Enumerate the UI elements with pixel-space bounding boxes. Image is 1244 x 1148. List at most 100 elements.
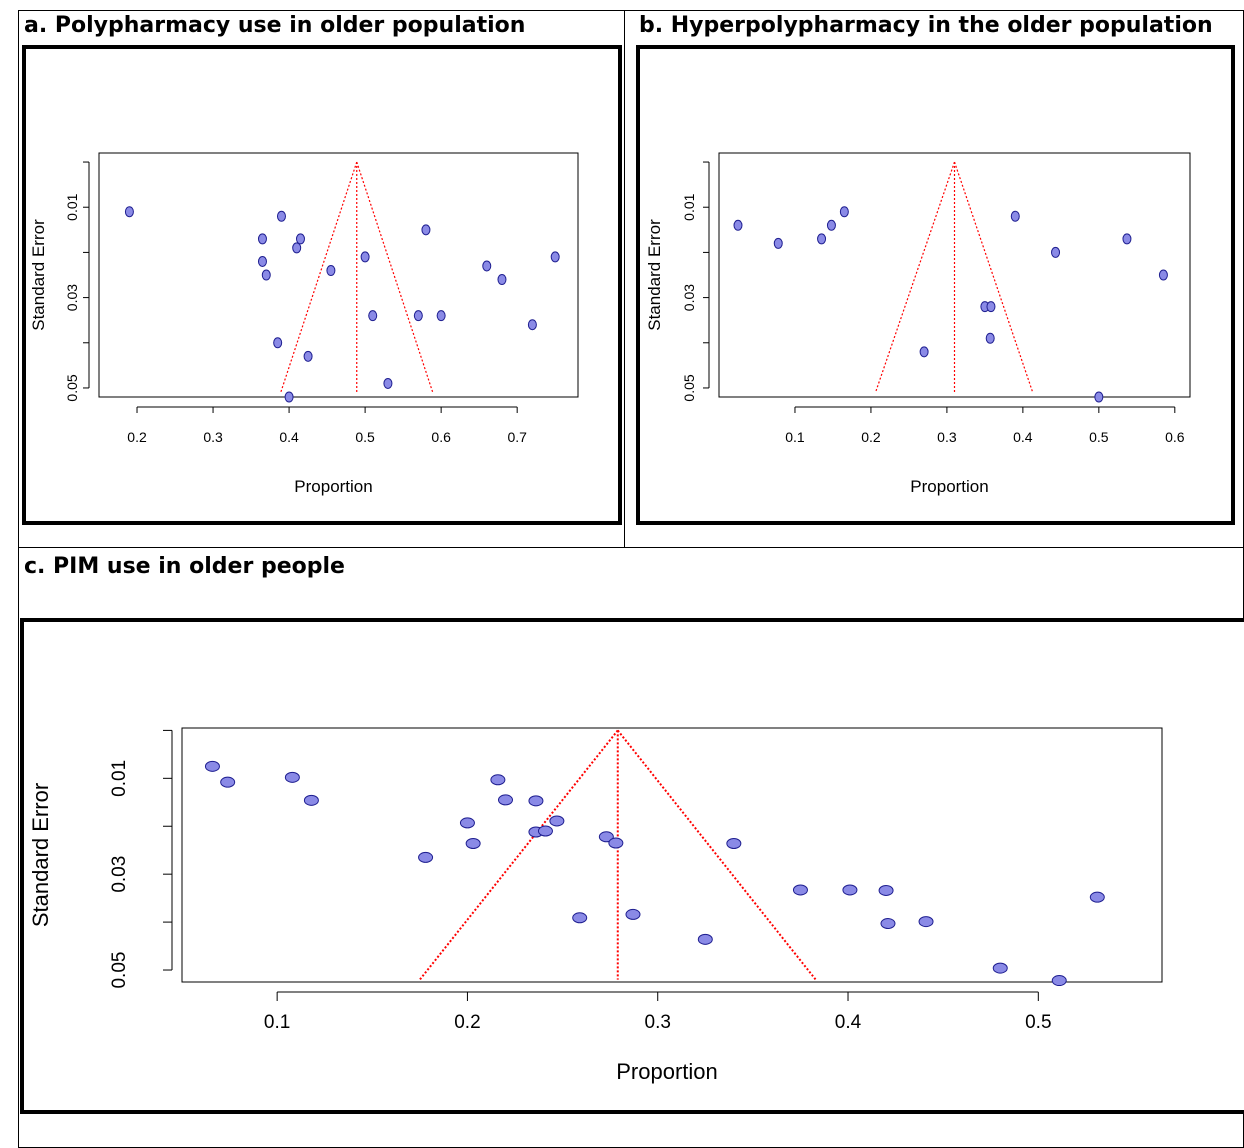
study-point: [527, 319, 537, 331]
study-point: [284, 771, 300, 783]
y-axis-title: Standard Error: [29, 219, 48, 331]
study-point: [1010, 210, 1020, 222]
study-point: [497, 794, 513, 806]
plot-area: [718, 152, 1191, 398]
study-point: [295, 233, 305, 245]
study-point: [303, 794, 319, 806]
funnel-left-line: [419, 729, 619, 981]
study-point: [284, 391, 294, 403]
study-point: [482, 260, 492, 272]
x-tick-label: 0.5: [1025, 1012, 1051, 1033]
x-tick-label: 0.3: [203, 429, 223, 445]
study-point: [276, 210, 286, 222]
x-tick-label: 0.6: [1165, 429, 1185, 445]
y-axis-title: Standard Error: [28, 783, 53, 927]
x-tick-label: 0.1: [264, 1012, 290, 1033]
y-tick-label: 0.03: [681, 284, 697, 311]
study-point: [550, 251, 560, 263]
study-point: [880, 918, 896, 930]
x-axis-title: Proportion: [294, 477, 372, 496]
panel-b-heading: b. Hyperpolypharmacy in the older popula…: [639, 13, 1213, 38]
x-tick-label: 0.2: [454, 1012, 480, 1033]
study-point: [773, 237, 783, 249]
study-point: [1051, 246, 1061, 258]
study-point: [1122, 233, 1132, 245]
study-point: [1089, 891, 1105, 903]
study-point: [919, 346, 929, 358]
study-point: [383, 377, 393, 389]
panel-a-frame: [22, 45, 622, 525]
y-tick-label: 0.05: [109, 952, 130, 989]
plot-area: [181, 727, 1163, 983]
funnel-right-line: [616, 729, 817, 981]
study-point: [124, 206, 134, 218]
x-tick-label: 0.2: [861, 429, 881, 445]
y-axis-title: Standard Error: [645, 219, 664, 331]
study-point: [303, 350, 313, 362]
study-point: [1094, 391, 1104, 403]
study-point: [625, 908, 641, 920]
x-tick-label: 0.5: [355, 429, 375, 445]
study-point: [992, 962, 1008, 974]
x-tick-label: 0.3: [645, 1012, 671, 1033]
study-point: [490, 774, 506, 786]
y-tick-label: 0.01: [109, 760, 130, 797]
funnel-right-line: [356, 161, 434, 393]
study-point: [257, 233, 267, 245]
study-point: [572, 912, 588, 924]
y-tick-label: 0.01: [681, 193, 697, 220]
study-point: [418, 851, 434, 863]
y-tick-label: 0.01: [64, 193, 80, 220]
study-point: [368, 310, 378, 322]
study-point: [459, 817, 475, 829]
y-tick-label: 0.03: [64, 284, 80, 311]
study-point: [839, 206, 849, 218]
study-point: [436, 310, 446, 322]
study-point: [273, 337, 283, 349]
panel-c-frame: [20, 618, 1244, 1114]
study-point: [220, 776, 236, 788]
y-tick-label: 0.05: [681, 374, 697, 401]
study-point: [261, 269, 271, 281]
funnel-right-line: [953, 161, 1034, 393]
panel-a-heading: a. Polypharmacy use in older population: [24, 13, 526, 38]
study-point: [497, 274, 507, 286]
study-point: [986, 301, 996, 313]
x-axis-title: Proportion: [910, 477, 988, 496]
study-point: [1051, 975, 1067, 987]
x-tick-label: 0.6: [431, 429, 451, 445]
panel-c-heading: c. PIM use in older people: [24, 554, 345, 579]
study-point: [878, 884, 894, 896]
study-point: [549, 815, 565, 827]
study-point: [733, 219, 743, 231]
x-tick-label: 0.1: [785, 429, 805, 445]
study-point: [1158, 269, 1168, 281]
x-tick-label: 0.3: [937, 429, 957, 445]
x-tick-label: 0.4: [279, 429, 299, 445]
study-point: [204, 760, 220, 772]
x-tick-label: 0.5: [1089, 429, 1109, 445]
study-point: [598, 831, 614, 843]
study-point: [537, 825, 553, 837]
y-tick-label: 0.03: [109, 856, 130, 893]
study-point: [726, 837, 742, 849]
study-point: [817, 233, 827, 245]
study-point: [918, 916, 934, 928]
funnel-left-line: [874, 161, 956, 393]
study-point: [413, 310, 423, 322]
x-axis-title: Proportion: [616, 1059, 718, 1084]
x-tick-label: 0.4: [1013, 429, 1033, 445]
study-point: [842, 884, 858, 896]
study-point: [292, 242, 302, 254]
study-point: [697, 933, 713, 945]
study-point: [826, 219, 836, 231]
x-tick-label: 0.7: [507, 429, 527, 445]
study-point: [360, 251, 370, 263]
funnel-left-line: [280, 161, 358, 393]
x-tick-label: 0.4: [835, 1012, 862, 1033]
study-point: [792, 884, 808, 896]
x-tick-label: 0.2: [127, 429, 147, 445]
